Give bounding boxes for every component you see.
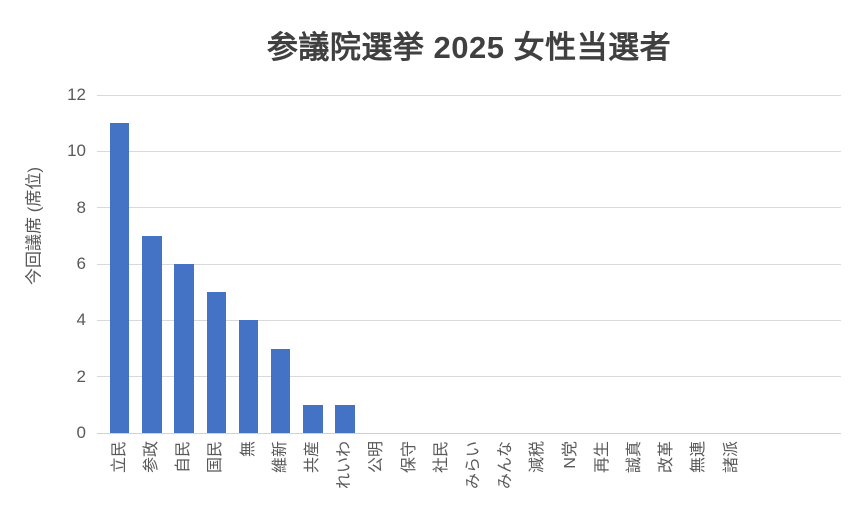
y-tick-label: 6 xyxy=(76,254,86,273)
bar-れいわ xyxy=(335,404,355,433)
bar-立民 xyxy=(110,123,130,433)
x-axis-label: みらい xyxy=(464,441,482,490)
x-axis-label: 改革 xyxy=(658,441,676,474)
gridline xyxy=(97,94,841,96)
x-axis-label: れいわ xyxy=(336,441,354,490)
x-axis-label: 社民 xyxy=(432,441,450,474)
bar-国民 xyxy=(206,292,226,433)
x-axis-label: 無連 xyxy=(690,441,708,474)
gridline xyxy=(97,319,841,321)
bar-共産 xyxy=(303,404,323,433)
x-axis-label: 諸派 xyxy=(722,441,740,474)
x-axis-label: 再生 xyxy=(593,441,611,474)
bar-無 xyxy=(238,320,259,433)
x-axis-label: みんな xyxy=(497,441,515,490)
x-axis-label: 減税 xyxy=(529,441,547,474)
x-axis-label: 保守 xyxy=(400,441,418,474)
y-tick-label: 4 xyxy=(76,310,86,330)
x-axis-label: 公明 xyxy=(368,441,386,474)
gridline xyxy=(97,263,841,265)
y-tick-label: 10 xyxy=(67,141,86,161)
x-axis-label: N党 xyxy=(561,441,579,469)
x-axis-label: 自民 xyxy=(175,441,193,474)
x-axis-label: 維新 xyxy=(271,441,289,474)
bar-自民 xyxy=(174,264,194,433)
chart-title: 参議院選挙 2025 女性当選者 xyxy=(266,30,672,65)
x-axis-label: 参政 xyxy=(142,441,160,474)
x-axis-label: 無 xyxy=(239,441,257,458)
x-axis-label: 共産 xyxy=(303,441,321,474)
bar-参政 xyxy=(142,235,162,433)
y-tick-label: 12 xyxy=(67,85,86,104)
y-tick-label: 2 xyxy=(76,366,86,386)
x-axis-label: 国民 xyxy=(207,441,225,474)
y-tick-label: 0 xyxy=(76,423,86,442)
x-axis-label: 立民 xyxy=(110,441,128,474)
x-axis-line xyxy=(97,433,841,434)
gridline xyxy=(97,150,841,152)
gridline xyxy=(97,376,841,378)
x-axis-label: 誠真 xyxy=(625,441,643,474)
plot-area xyxy=(97,94,841,434)
y-tick-label: 8 xyxy=(76,197,86,217)
gridline xyxy=(97,207,841,209)
bar-維新 xyxy=(271,348,291,433)
